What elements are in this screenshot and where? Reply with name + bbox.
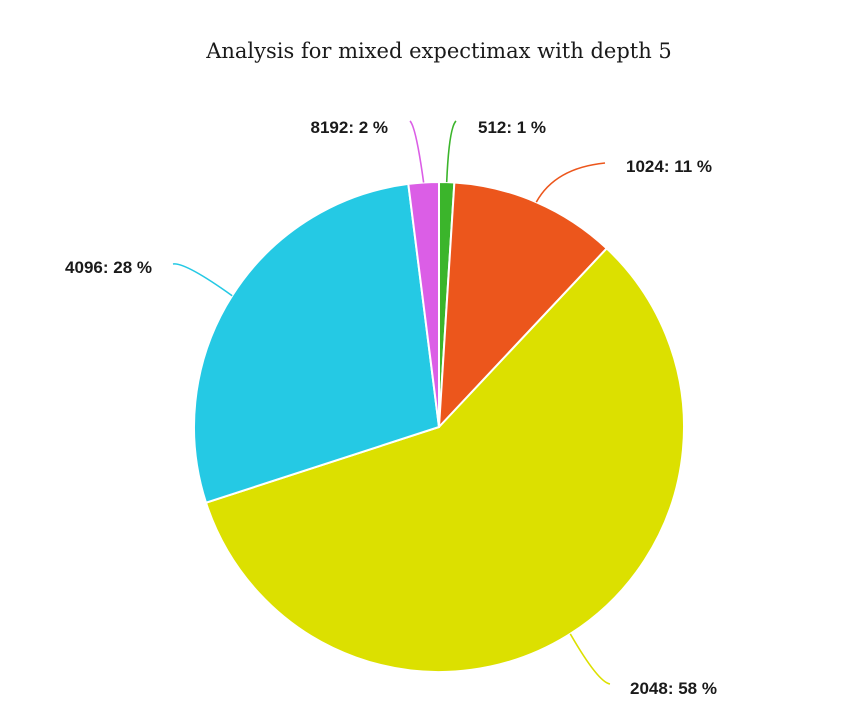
pie-leader-lines [172,120,611,685]
pie-slice-1024 [437,181,609,430]
leader-line-4096 [172,263,233,297]
leader-line-2048 [569,633,611,685]
slice-label-4096: 4096: 28 % [65,258,152,277]
slice-label-1024: 1024: 11 % [626,157,712,176]
pie-slice-8192 [407,180,440,428]
slice-label-8192: 8192: 2 % [311,118,389,137]
leader-line-1024 [535,162,606,203]
pie-slices [193,180,685,673]
pie-slice-2048 [204,246,685,673]
slice-label-2048: 2048: 58 % [630,679,717,698]
slice-label-512: 512: 1 % [478,118,546,137]
chart-title: Analysis for mixed expectimax with depth… [205,39,672,63]
pie-labels: 512: 1 % 1024: 11 % 2048: 58 % 4096: 28 % 81… [65,118,717,698]
leader-line-512 [445,120,457,183]
leader-line-8192 [409,120,425,183]
